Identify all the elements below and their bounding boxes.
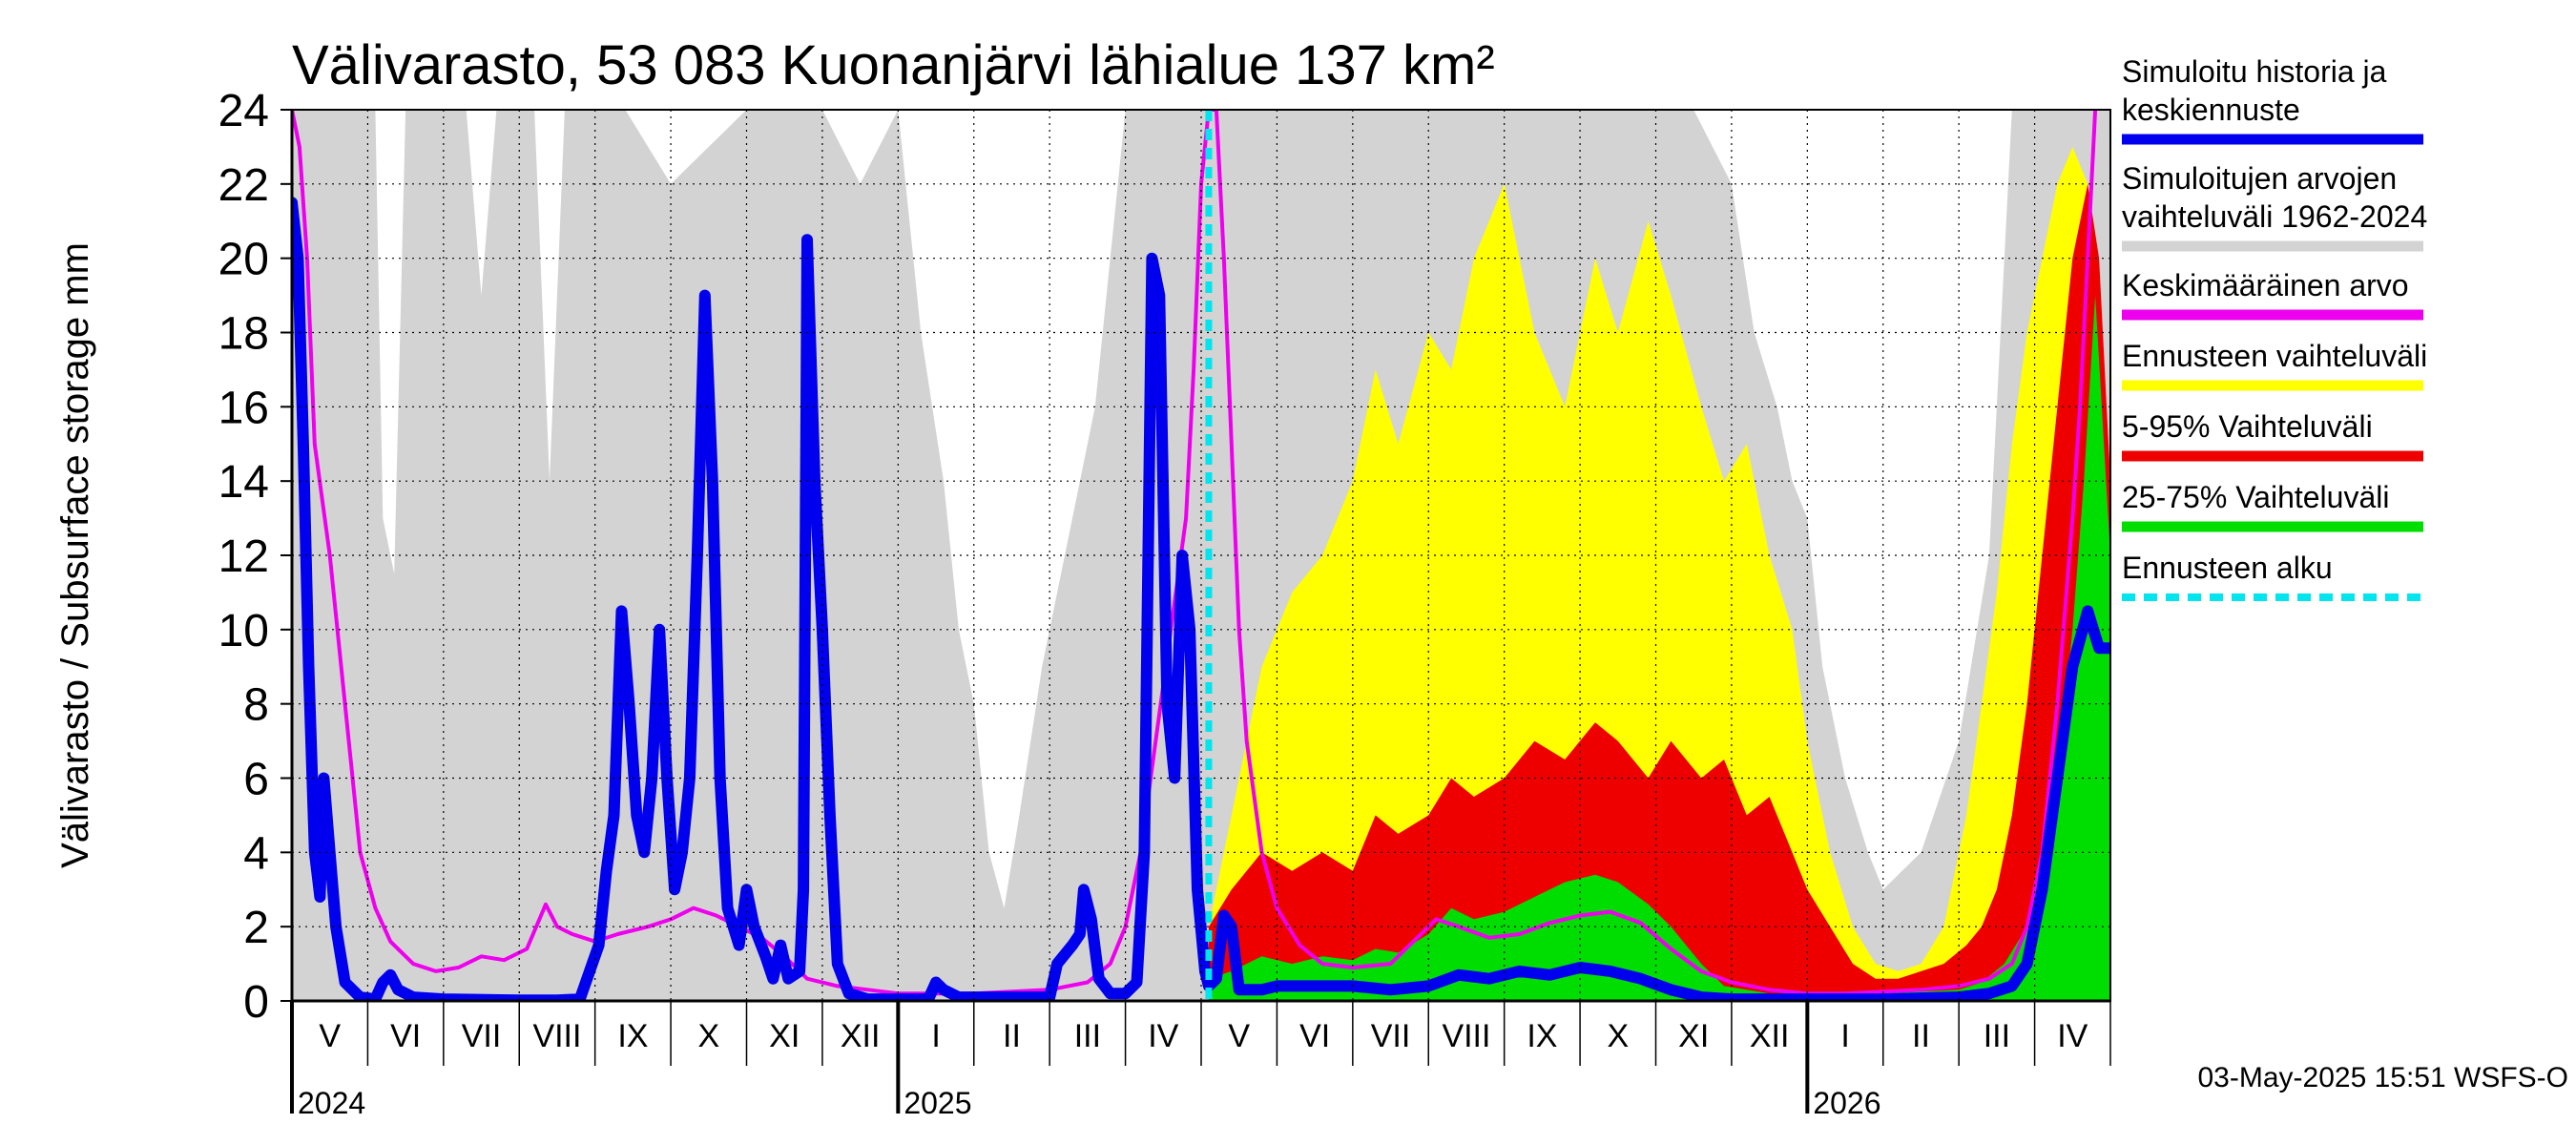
y-tick-label-3: 6 — [243, 755, 269, 805]
footer-timestamp: 03-May-2025 15:51 WSFS-O — [2198, 1062, 2569, 1093]
y-tick-label-8: 16 — [218, 383, 269, 433]
legend-label-range-1: vaihteluväli 1962-2024 — [2122, 199, 2427, 234]
month-label-7: XII — [841, 1018, 881, 1054]
year-label-2: 2026 — [1813, 1086, 1880, 1120]
y-tick-label-7: 14 — [218, 457, 269, 508]
series-1-area — [1208, 146, 2110, 1001]
month-label-22: III — [1984, 1018, 2010, 1054]
legend-label-p25_75-0: 25-75% Vaihteluväli — [2122, 480, 2389, 514]
year-label-0: 2024 — [298, 1086, 365, 1120]
y-tick-label-10: 20 — [218, 235, 269, 285]
legend-label-hist-1: keskiennuste — [2122, 93, 2300, 127]
y-tick-label-11: 22 — [218, 160, 269, 211]
y-tick-label-6: 12 — [218, 531, 269, 582]
legend-label-fc_range-0: Ennusteen vaihteluväli — [2122, 339, 2427, 373]
month-label-20: I — [1840, 1018, 1849, 1054]
y-tick-label-0: 0 — [243, 977, 269, 1028]
year-label-1: 2025 — [904, 1086, 971, 1120]
y-axis-label: Välivarasto / Subsurface storage mm — [54, 242, 96, 868]
month-label-10: III — [1074, 1018, 1101, 1054]
month-label-12: V — [1228, 1018, 1250, 1054]
y-tick-label-12: 24 — [218, 86, 269, 136]
legend-label-p5_95-0: 5-95% Vaihteluväli — [2122, 409, 2373, 444]
legend-label-mean-0: Keskimääräinen arvo — [2122, 268, 2409, 302]
y-tick-label-2: 4 — [243, 828, 269, 879]
month-label-1: VI — [390, 1018, 421, 1054]
month-label-16: IX — [1527, 1018, 1557, 1054]
month-label-19: XII — [1750, 1018, 1790, 1054]
month-label-18: XI — [1678, 1018, 1709, 1054]
chart-title: Välivarasto, 53 083 Kuonanjärvi lähialue… — [292, 34, 1495, 96]
month-label-6: XI — [769, 1018, 800, 1054]
month-label-3: VIII — [532, 1018, 581, 1054]
month-label-5: X — [697, 1018, 719, 1054]
legend-label-range-0: Simuloitujen arvojen — [2122, 161, 2397, 196]
month-label-0: V — [319, 1018, 341, 1054]
month-label-4: IX — [617, 1018, 648, 1054]
y-tick-label-4: 8 — [243, 680, 269, 731]
month-label-8: I — [931, 1018, 940, 1054]
y-tick-label-5: 10 — [218, 606, 269, 656]
month-label-21: II — [1912, 1018, 1930, 1054]
month-label-11: IV — [1148, 1018, 1178, 1054]
y-tick-label-1: 2 — [243, 903, 269, 953]
month-label-9: II — [1003, 1018, 1021, 1054]
month-label-17: X — [1607, 1018, 1629, 1054]
legend-label-fc_start-0: Ennusteen alku — [2122, 551, 2333, 585]
y-tick-label-9: 18 — [218, 309, 269, 360]
month-label-13: VI — [1299, 1018, 1330, 1054]
series-2-area — [1208, 183, 2110, 1001]
month-label-2: VII — [462, 1018, 502, 1054]
month-label-23: IV — [2057, 1018, 2088, 1054]
month-label-15: VIII — [1442, 1018, 1490, 1054]
legend-label-hist-0: Simuloitu historia ja — [2122, 54, 2387, 89]
month-label-14: VII — [1371, 1018, 1411, 1054]
